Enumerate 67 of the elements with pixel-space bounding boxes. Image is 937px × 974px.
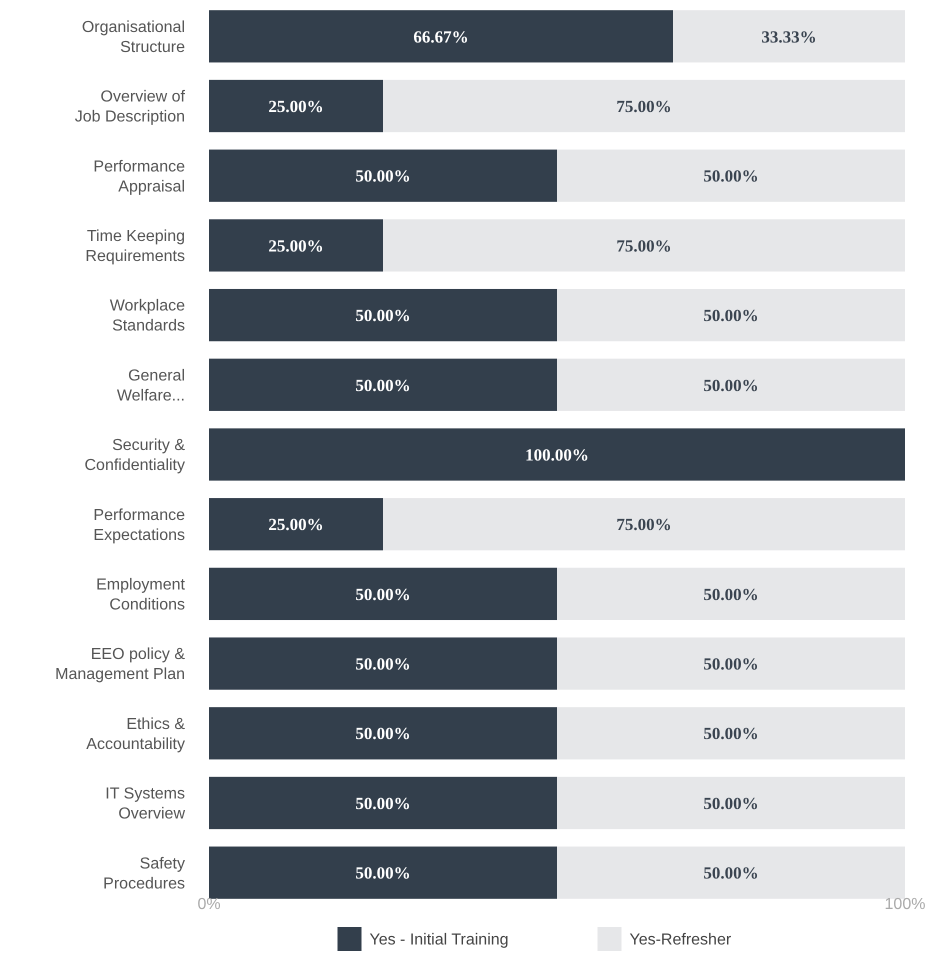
data-label: 50.00% bbox=[703, 306, 759, 326]
x-tick-label: 100% bbox=[884, 896, 926, 913]
data-label: 33.33% bbox=[761, 27, 817, 46]
bar bbox=[209, 568, 557, 620]
data-label: 50.00% bbox=[355, 654, 411, 674]
data-label: 25.00% bbox=[268, 236, 324, 256]
bar bbox=[557, 707, 905, 760]
data-label: 50.00% bbox=[355, 306, 411, 326]
y-tick-label: Performance Appraisal bbox=[93, 158, 186, 196]
legend-label: Yes-Refresher bbox=[630, 932, 732, 949]
data-label: 75.00% bbox=[616, 515, 672, 534]
data-label: 25.00% bbox=[268, 96, 324, 116]
data-label: 100.00% bbox=[525, 445, 589, 464]
data-label: 75.00% bbox=[616, 96, 672, 116]
y-tick-label: IT Systems Overview bbox=[105, 786, 186, 823]
bar bbox=[209, 776, 557, 830]
y-tick-label: Time Keeping Requirements bbox=[85, 228, 185, 266]
bar bbox=[383, 219, 905, 272]
y-tick-label: Performance Expectations bbox=[93, 506, 186, 544]
data-label: 50.00% bbox=[355, 864, 411, 883]
data-label: 50.00% bbox=[703, 654, 759, 674]
data-label: 50.00% bbox=[703, 166, 759, 186]
bar bbox=[557, 358, 905, 411]
y-tick-label: Overview of Job Description bbox=[74, 88, 186, 126]
y-tick-label: Safety Procedures bbox=[103, 855, 185, 892]
data-label: 25.00% bbox=[268, 515, 324, 534]
bar bbox=[209, 80, 383, 132]
y-tick-label: General Welfare... bbox=[116, 367, 185, 404]
data-label: 50.00% bbox=[703, 724, 759, 744]
bar bbox=[557, 846, 905, 899]
bar bbox=[557, 568, 905, 620]
bar bbox=[557, 150, 905, 202]
data-label: 50.00% bbox=[355, 376, 411, 395]
data-label: 50.00% bbox=[355, 166, 411, 186]
data-label: 75.00% bbox=[616, 236, 672, 256]
bar bbox=[209, 428, 905, 481]
bar bbox=[383, 80, 905, 132]
y-tick-label: Ethics & Accountability bbox=[86, 716, 186, 753]
bar bbox=[557, 637, 905, 690]
data-label: 66.67% bbox=[413, 27, 469, 46]
bar bbox=[209, 288, 557, 342]
bar bbox=[557, 776, 905, 830]
data-label: 50.00% bbox=[703, 794, 759, 813]
bar bbox=[209, 846, 557, 899]
bar bbox=[209, 637, 557, 690]
y-tick-label: EEO policy & Management Plan bbox=[55, 646, 186, 684]
y-tick-label: Security & Confidentiality bbox=[84, 437, 186, 474]
data-label: 50.00% bbox=[355, 794, 411, 813]
data-label: 50.00% bbox=[355, 584, 411, 604]
bar bbox=[673, 10, 905, 62]
bar bbox=[557, 288, 905, 342]
bar bbox=[209, 498, 383, 550]
y-tick-label: Employment Conditions bbox=[96, 576, 186, 614]
bar bbox=[209, 219, 383, 272]
bar bbox=[383, 498, 905, 550]
bar bbox=[209, 707, 557, 760]
data-label: 50.00% bbox=[703, 376, 759, 395]
bar bbox=[209, 358, 557, 411]
data-label: 50.00% bbox=[703, 864, 759, 883]
data-label: 50.00% bbox=[703, 584, 759, 604]
data-label: 50.00% bbox=[355, 724, 411, 744]
y-tick-label: Workplace Standards bbox=[110, 298, 186, 335]
x-tick-label: 0% bbox=[197, 896, 221, 913]
bar bbox=[209, 150, 557, 202]
bar bbox=[209, 10, 674, 62]
y-tick-label: Organisational Structure bbox=[82, 18, 186, 56]
legend-label: Yes - Initial Training bbox=[370, 932, 509, 949]
